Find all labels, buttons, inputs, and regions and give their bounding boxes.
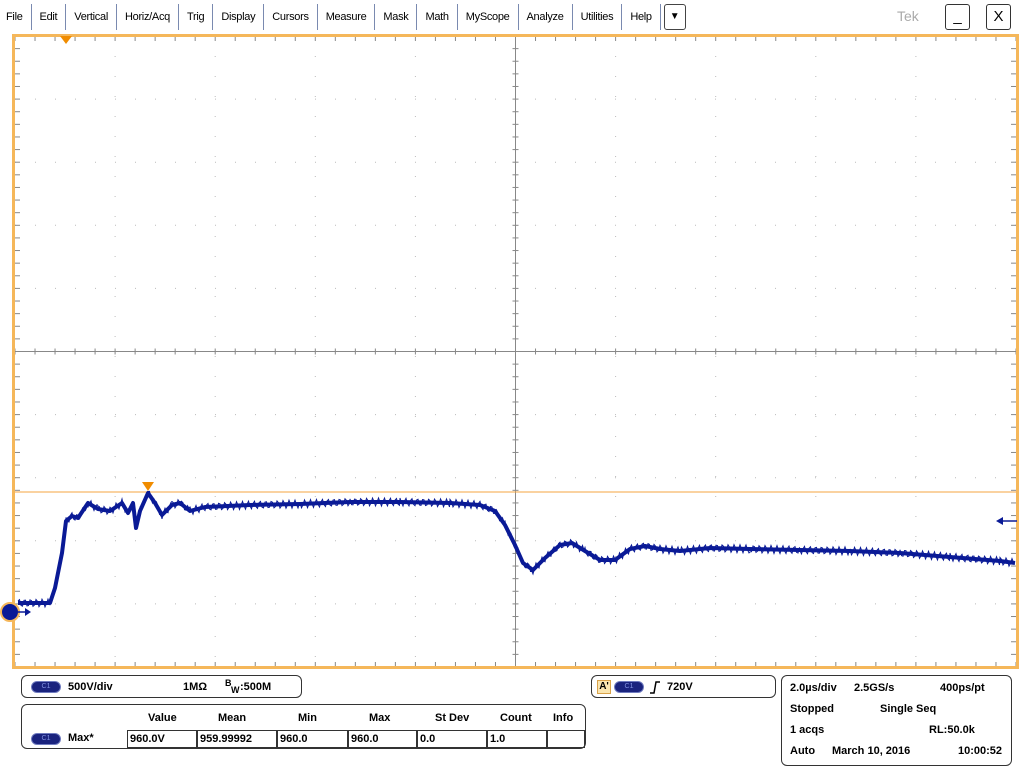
graticule (14, 35, 1017, 668)
channel-1-readout[interactable]: C1 500V/div 1MΩ B W :500M (21, 675, 302, 698)
trigger-level-arrow[interactable] (996, 517, 1017, 525)
trace-noise (17, 490, 1014, 609)
resolution: 400ps/pt (940, 682, 985, 694)
menu-vertical[interactable]: Vertical (66, 3, 117, 30)
tek-logo: Tek (897, 8, 919, 24)
rising-edge-icon (650, 681, 660, 694)
column-header: Value (148, 712, 177, 724)
measurement-value: 960.0 (348, 730, 417, 748)
trigger-source-badge: A' (597, 680, 611, 694)
menu-cursors[interactable]: Cursors (264, 3, 318, 30)
measurement-value: 1.0 (487, 730, 547, 748)
trigger-readout[interactable]: A' C1 720V (591, 675, 776, 698)
trigger-mode: Auto (790, 745, 816, 757)
column-header: St Dev (435, 712, 470, 724)
measurement-value: 960.0V (127, 730, 197, 748)
menu-myscope[interactable]: MyScope (458, 3, 519, 30)
time: 10:00:52 (958, 745, 1003, 757)
menu-help[interactable]: Help (622, 3, 661, 30)
input-impedance: 1MΩ (183, 681, 208, 693)
channel-badge: C1 (614, 681, 644, 693)
bandwidth-sub: W (231, 685, 240, 695)
channel-badge: C1 (31, 733, 61, 745)
trigger-level: 720V (667, 681, 693, 693)
menu-edit[interactable]: Edit (32, 3, 67, 30)
timebase: 2.0µs/div (790, 682, 837, 694)
minimize-button[interactable]: _ (945, 4, 970, 30)
date: March 10, 2016 (832, 745, 911, 757)
menu-math[interactable]: Math (417, 3, 458, 30)
acquisition-state: Stopped (790, 703, 834, 715)
menu-analyze[interactable]: Analyze (519, 3, 573, 30)
channel-badge: C1 (31, 681, 61, 693)
measurement-value: 0.0 (417, 730, 487, 748)
waveform-display[interactable] (0, 33, 1024, 673)
measurement-value: 960.0 (277, 730, 348, 748)
trigger-point-marker (142, 482, 154, 491)
channel-1-trace (18, 491, 1016, 605)
trigger-position-marker[interactable] (60, 36, 72, 44)
menu-utilities[interactable]: Utilities (573, 3, 623, 30)
menu-file[interactable]: File (0, 3, 32, 30)
measurement-panel[interactable]: Value Mean Min Max St Dev Count Info C1 Max* 9… (21, 704, 586, 749)
graticule-border (12, 34, 1019, 669)
record-length: RL:50.0k (929, 724, 975, 736)
menu-display[interactable]: Display (213, 3, 265, 30)
sample-rate: 2.5GS/s (854, 682, 895, 694)
close-button[interactable]: X (986, 4, 1011, 30)
acquisition-mode: Single Seq (880, 703, 937, 715)
bandwidth-prefix: B (225, 678, 232, 688)
column-header: Count (500, 712, 532, 724)
menu-overflow-button[interactable]: ▼ (663, 3, 686, 30)
menu-horizacq[interactable]: Horiz/Acq (117, 3, 179, 30)
chevron-down-icon: ▼ (669, 10, 680, 22)
menu-measure[interactable]: Measure (318, 3, 376, 30)
measurement-value (547, 730, 585, 748)
measurement-value: 959.99992 (197, 730, 277, 748)
acquisition-readout[interactable]: 2.0µs/div 2.5GS/s 400ps/pt Stopped Singl… (781, 675, 1012, 766)
column-header: Info (553, 712, 574, 724)
channel-1-ground-marker[interactable] (0, 602, 31, 622)
column-header: Min (298, 712, 317, 724)
acquisition-count: 1 acqs (790, 724, 825, 736)
column-header: Mean (218, 712, 247, 724)
measurement-name: Max* (68, 732, 94, 744)
bandwidth-limit: :500M (240, 681, 272, 693)
vertical-scale: 500V/div (68, 681, 113, 693)
menu-bar: File Edit Vertical Horiz/Acq Trig Display Curs… (0, 0, 1024, 33)
menu-mask[interactable]: Mask (375, 3, 418, 30)
column-header: Max (369, 712, 391, 724)
menu-trig[interactable]: Trig (179, 3, 214, 30)
